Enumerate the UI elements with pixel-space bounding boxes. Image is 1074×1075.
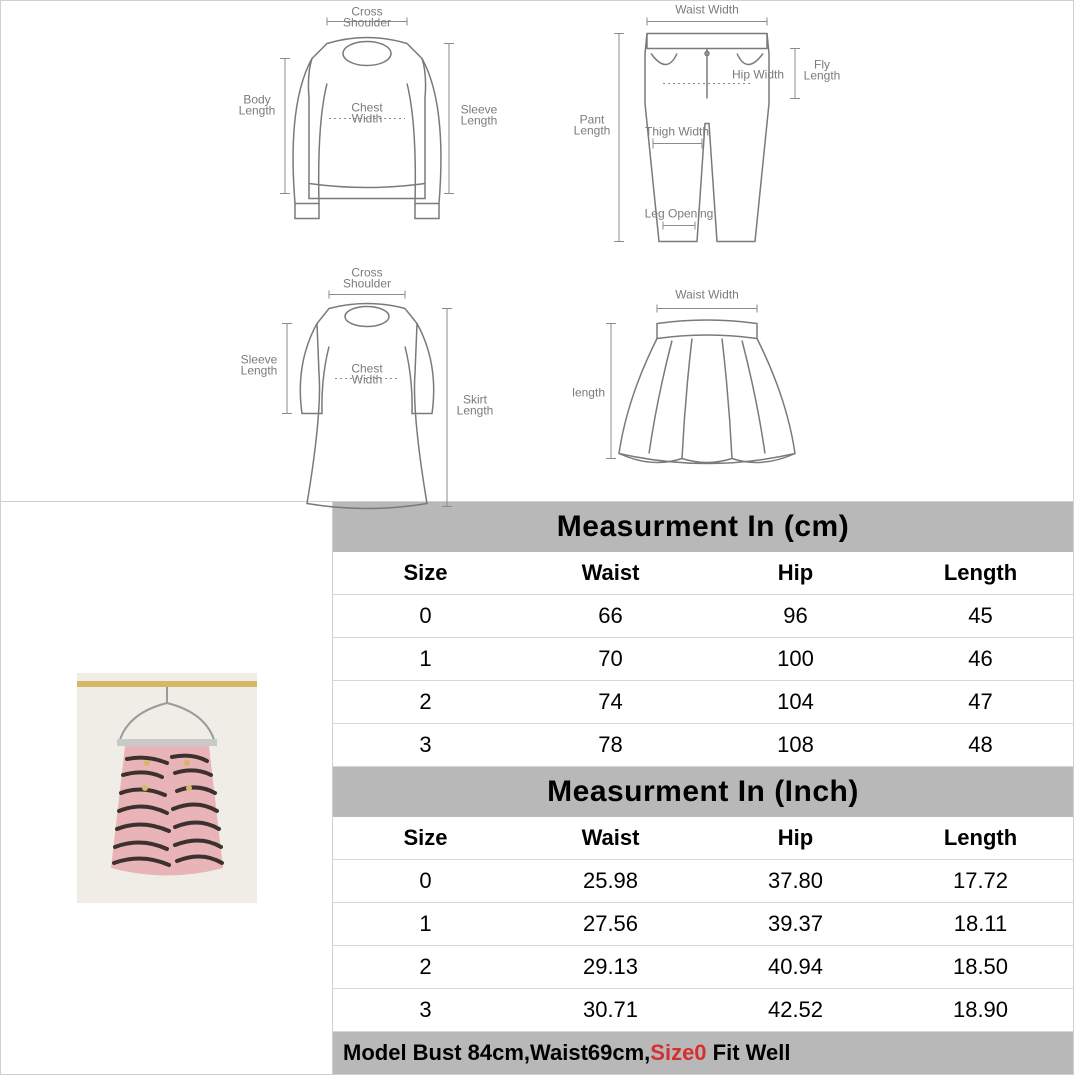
- col-waist: Waist: [518, 817, 703, 860]
- table-row: 27410447: [333, 681, 1073, 724]
- col-length: Length: [888, 817, 1073, 860]
- diagram-grid: CrossShoulder BodyLength SleeveLength Ch…: [217, 1, 857, 501]
- svg-text:Leg Opening: Leg Opening: [645, 207, 714, 221]
- table-row: 025.9837.8017.72: [333, 860, 1073, 903]
- svg-text:BodyLength: BodyLength: [239, 93, 276, 118]
- col-waist: Waist: [518, 552, 703, 595]
- table-row: 330.7142.5218.90: [333, 989, 1073, 1032]
- svg-text:ChestWidth: ChestWidth: [351, 101, 383, 126]
- svg-text:ChestWidth: ChestWidth: [351, 362, 383, 387]
- svg-text:PantLength: PantLength: [574, 113, 611, 138]
- title-inch: Measurment In (Inch): [333, 767, 1073, 817]
- svg-text:length: length: [572, 386, 605, 400]
- svg-text:SkirtLength: SkirtLength: [457, 393, 494, 418]
- footer-highlight: Size0: [650, 1040, 706, 1065]
- svg-text:Hip Width: Hip Width: [732, 68, 784, 82]
- svg-text:SleeveLength: SleeveLength: [241, 353, 278, 378]
- footer-suffix: Fit Well: [707, 1040, 791, 1065]
- svg-text:CrossShoulder: CrossShoulder: [343, 5, 391, 30]
- table-row: 17010046: [333, 638, 1073, 681]
- measurement-diagrams: CrossShoulder BodyLength SleeveLength Ch…: [0, 0, 1074, 502]
- tables-column: Measurment In (cm) Size Waist Hip Length…: [333, 502, 1073, 1074]
- svg-text:Waist Width: Waist Width: [675, 288, 739, 302]
- diagram-sweater: CrossShoulder BodyLength SleeveLength Ch…: [217, 1, 517, 256]
- footer-prefix: Model Bust 84cm,Waist69cm,: [343, 1040, 650, 1065]
- diagram-pants: Waist Width PantLength FlyLength Hip Wid…: [557, 1, 857, 256]
- svg-text:Thigh Width: Thigh Width: [645, 125, 709, 139]
- col-hip: Hip: [703, 552, 888, 595]
- table-row: 127.5639.3718.11: [333, 903, 1073, 946]
- svg-text:CrossShoulder: CrossShoulder: [343, 266, 391, 291]
- svg-text:SleeveLength: SleeveLength: [461, 103, 498, 128]
- diagram-skirt: Waist Width length: [557, 266, 857, 521]
- col-length: Length: [888, 552, 1073, 595]
- size-chart-section: Measurment In (cm) Size Waist Hip Length…: [0, 502, 1074, 1075]
- col-size: Size: [333, 817, 518, 860]
- table-row: 37810848: [333, 724, 1073, 767]
- svg-text:Waist Width: Waist Width: [675, 3, 739, 17]
- svg-text:FlyLength: FlyLength: [804, 58, 841, 83]
- diagram-dress: CrossShoulder SleeveLength SkirtLength C…: [217, 266, 517, 521]
- table-row: 0669645: [333, 595, 1073, 638]
- model-fit-note: Model Bust 84cm,Waist69cm,Size0 Fit Well: [333, 1032, 1073, 1074]
- table-row: 229.1340.9418.50: [333, 946, 1073, 989]
- col-size: Size: [333, 552, 518, 595]
- product-image: [1, 502, 333, 1074]
- col-hip: Hip: [703, 817, 888, 860]
- table-inch: Size Waist Hip Length 025.9837.8017.72 1…: [333, 817, 1073, 1032]
- table-cm: Size Waist Hip Length 0669645 17010046 2…: [333, 552, 1073, 767]
